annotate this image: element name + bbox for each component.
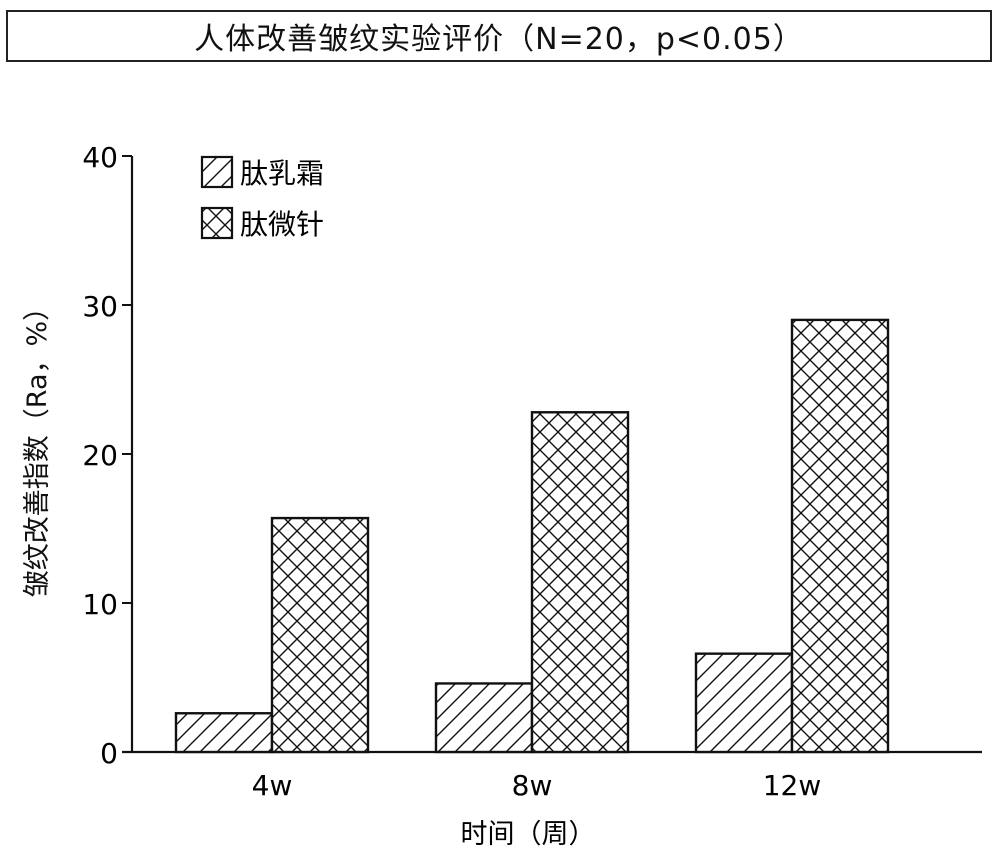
bar-肽乳霜-4w bbox=[176, 713, 272, 752]
bar-肽乳霜-12w bbox=[696, 654, 792, 752]
bar-肽微针-8w bbox=[532, 412, 628, 752]
legend-swatch-diagonal bbox=[202, 157, 232, 187]
bar-肽乳霜-8w bbox=[436, 683, 532, 752]
y-tick-label: 0 bbox=[100, 737, 118, 770]
legend-label: 肽微针 bbox=[240, 208, 324, 241]
x-tick-label: 12w bbox=[763, 769, 822, 802]
legend-label: 肽乳霜 bbox=[240, 157, 324, 190]
bar-肽微针-4w bbox=[272, 518, 368, 752]
y-tick-label: 10 bbox=[82, 588, 118, 621]
x-tick-label: 4w bbox=[252, 769, 293, 802]
legend: 肽乳霜肽微针 bbox=[202, 157, 324, 241]
y-tick-label: 30 bbox=[82, 290, 118, 323]
bar-肽微针-12w bbox=[792, 320, 888, 752]
bars bbox=[176, 320, 888, 752]
bar-chart: 0 10 20 30 40 4w 8w 12w 肽乳霜肽微针 时间（周） bbox=[0, 0, 1000, 857]
y-tick-label: 20 bbox=[82, 439, 118, 472]
x-tick-label: 8w bbox=[512, 769, 553, 802]
legend-swatch-cross bbox=[202, 208, 232, 238]
y-tick-label: 40 bbox=[82, 141, 118, 174]
x-axis-label: 时间（周） bbox=[461, 819, 596, 850]
